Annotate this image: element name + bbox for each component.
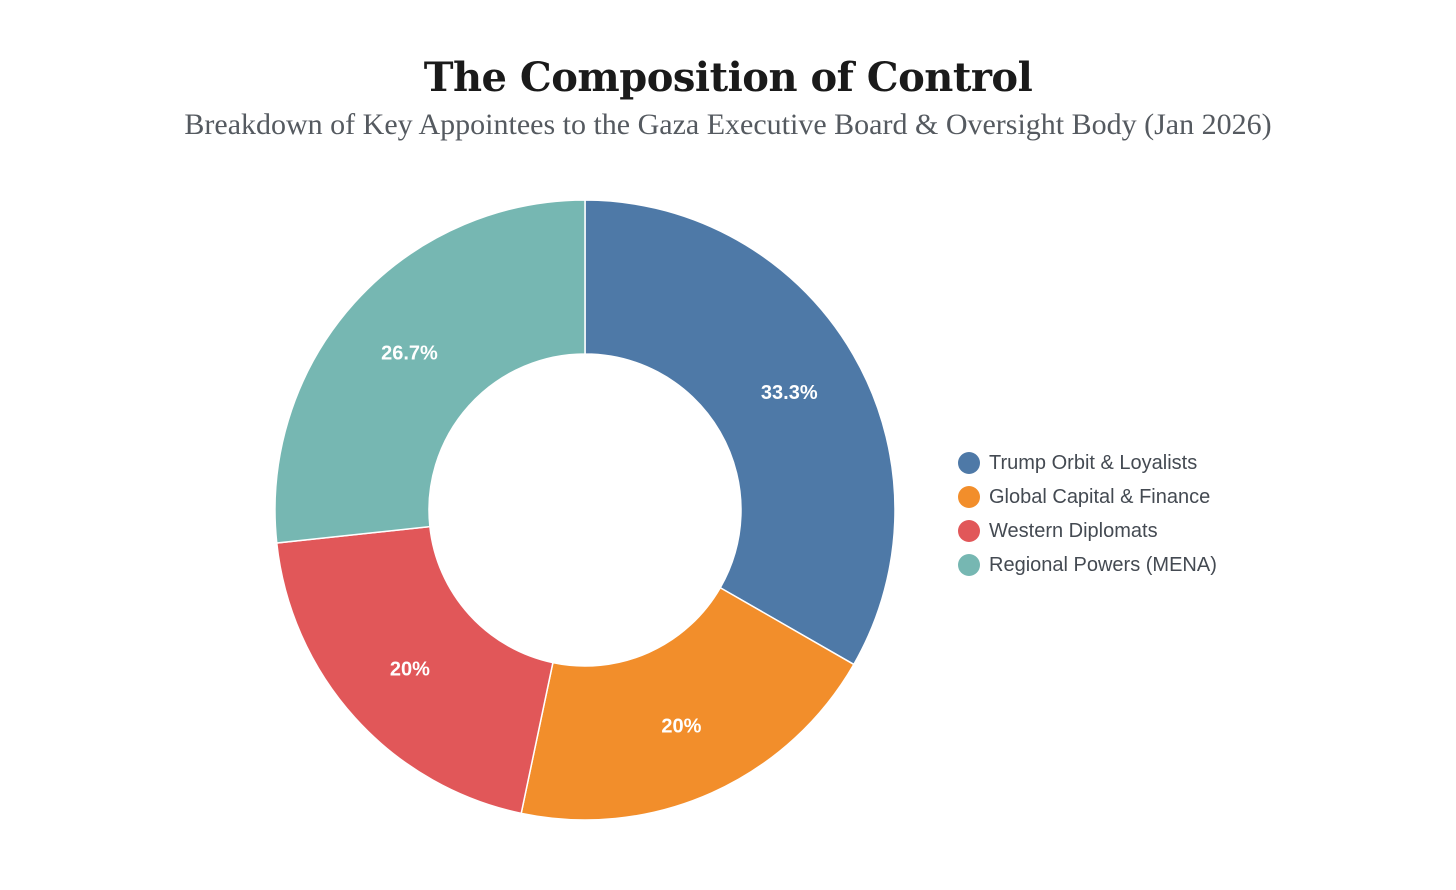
legend-label: Regional Powers (MENA)	[989, 553, 1217, 576]
legend-swatch-icon	[958, 554, 980, 576]
slice-label-3: 26.7%	[381, 342, 438, 364]
legend: Trump Orbit & Loyalists Global Capital & …	[958, 446, 1217, 582]
slice-3[interactable]	[274, 199, 586, 544]
legend-item-0[interactable]: Trump Orbit & Loyalists	[958, 446, 1217, 480]
legend-swatch-icon	[958, 520, 980, 542]
legend-label: Western Diplomats	[989, 519, 1158, 542]
slice-1[interactable]	[520, 586, 855, 821]
slice-label-2: 20%	[390, 658, 430, 680]
slice-label-0: 33.3%	[761, 382, 818, 404]
legend-swatch-icon	[958, 452, 980, 474]
legend-label: Trump Orbit & Loyalists	[989, 451, 1198, 474]
chart-subtitle: Breakdown of Key Appointees to the Gaza …	[184, 108, 1272, 141]
legend-item-3[interactable]: Regional Powers (MENA)	[958, 548, 1217, 582]
legend-item-2[interactable]: Western Diplomats	[958, 514, 1217, 548]
slice-2[interactable]	[275, 525, 554, 815]
legend-item-1[interactable]: Global Capital & Finance	[958, 480, 1217, 514]
slice-label-1: 20%	[661, 715, 701, 737]
slice-0[interactable]	[584, 199, 896, 666]
legend-swatch-icon	[958, 486, 980, 508]
legend-label: Global Capital & Finance	[989, 485, 1211, 508]
chart-title: The Composition of Control	[423, 54, 1033, 101]
